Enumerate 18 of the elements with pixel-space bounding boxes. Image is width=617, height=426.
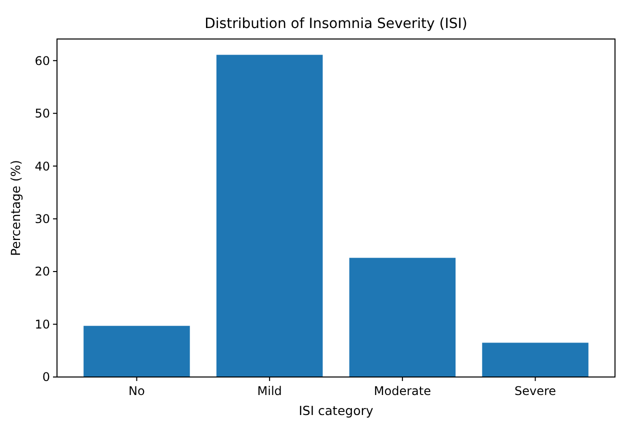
y-tick-label: 10 [34, 317, 50, 332]
x-tick-label: Severe [514, 384, 556, 398]
y-tick-label: 20 [34, 264, 50, 279]
x-tick-label: Moderate [374, 384, 431, 398]
chart-title: Distribution of Insomnia Severity (ISI) [204, 16, 468, 32]
y-tick-label: 0 [42, 370, 50, 384]
bar [482, 342, 588, 377]
bar [349, 258, 456, 377]
y-tick-label: 40 [34, 159, 50, 174]
bar [84, 326, 190, 377]
y-tick-label: 50 [34, 106, 50, 121]
x-axis-title: ISI category [298, 403, 374, 418]
bar [216, 54, 323, 377]
x-tick-label: Mild [257, 384, 282, 398]
x-tick-label: No [128, 384, 145, 398]
y-axis-title: Percentage (%) [8, 160, 23, 256]
y-tick-label: 30 [34, 212, 50, 226]
y-tick-label: 60 [34, 54, 50, 68]
